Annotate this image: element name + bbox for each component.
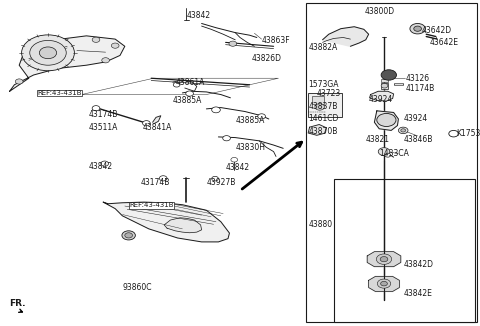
Polygon shape xyxy=(323,27,369,46)
Circle shape xyxy=(212,107,220,113)
Text: 43880: 43880 xyxy=(308,220,332,230)
Polygon shape xyxy=(374,111,398,130)
Text: 43842: 43842 xyxy=(226,163,250,172)
Text: 43861A: 43861A xyxy=(175,78,204,87)
Circle shape xyxy=(92,37,100,42)
Circle shape xyxy=(212,176,218,181)
Circle shape xyxy=(376,254,392,264)
Text: 43174B: 43174B xyxy=(89,110,118,119)
Text: 43174B: 43174B xyxy=(141,178,170,187)
Circle shape xyxy=(231,157,238,162)
Text: 43841A: 43841A xyxy=(143,123,172,132)
Text: 43870B: 43870B xyxy=(308,126,337,136)
Text: 43511A: 43511A xyxy=(89,123,118,132)
Text: 43126: 43126 xyxy=(406,74,430,83)
Text: FR.: FR. xyxy=(9,299,25,308)
Polygon shape xyxy=(308,125,326,135)
Polygon shape xyxy=(369,276,399,291)
Bar xyxy=(312,96,324,104)
Text: 43642D: 43642D xyxy=(421,26,452,36)
Bar xyxy=(394,83,403,85)
Text: 43821: 43821 xyxy=(366,135,390,144)
Circle shape xyxy=(381,281,387,286)
Bar xyxy=(308,93,342,117)
Polygon shape xyxy=(10,36,125,91)
Text: 41174B: 41174B xyxy=(406,83,435,93)
Text: 93860C: 93860C xyxy=(122,283,152,292)
Text: 43924: 43924 xyxy=(369,95,393,104)
Text: 43927B: 43927B xyxy=(206,178,236,187)
Text: 43842: 43842 xyxy=(186,11,210,20)
Circle shape xyxy=(92,106,100,111)
Polygon shape xyxy=(164,218,202,233)
Text: 43723: 43723 xyxy=(317,89,341,98)
Text: 43882A: 43882A xyxy=(308,43,337,52)
Circle shape xyxy=(186,91,193,96)
Circle shape xyxy=(398,127,408,134)
Circle shape xyxy=(159,176,167,181)
Circle shape xyxy=(223,136,230,141)
Text: 43846B: 43846B xyxy=(403,135,432,144)
Circle shape xyxy=(315,104,324,110)
Polygon shape xyxy=(367,252,401,267)
Circle shape xyxy=(258,114,265,119)
Circle shape xyxy=(125,233,132,238)
Text: REF:43-431B: REF:43-431B xyxy=(37,90,82,96)
Circle shape xyxy=(377,113,396,126)
Circle shape xyxy=(401,129,406,132)
Circle shape xyxy=(111,43,119,48)
Polygon shape xyxy=(153,116,161,124)
Circle shape xyxy=(377,279,391,288)
Bar xyxy=(381,83,388,89)
Circle shape xyxy=(102,58,109,63)
Text: 43842E: 43842E xyxy=(403,289,432,298)
Circle shape xyxy=(381,83,388,88)
Circle shape xyxy=(143,121,150,126)
Circle shape xyxy=(385,153,391,157)
Text: 43842: 43842 xyxy=(89,162,113,171)
Bar xyxy=(381,79,388,82)
Circle shape xyxy=(122,231,135,240)
Text: REF:43-431B: REF:43-431B xyxy=(130,202,174,208)
Text: 43826D: 43826D xyxy=(252,54,282,63)
Text: 43924: 43924 xyxy=(403,113,428,123)
Circle shape xyxy=(173,82,180,87)
Text: 43800D: 43800D xyxy=(365,7,395,16)
Text: 43863F: 43863F xyxy=(262,36,290,45)
Text: 43830H: 43830H xyxy=(235,143,265,152)
Circle shape xyxy=(30,40,66,65)
Circle shape xyxy=(229,41,237,46)
Circle shape xyxy=(380,257,388,262)
Text: K17530: K17530 xyxy=(456,129,480,138)
Circle shape xyxy=(449,130,458,137)
Circle shape xyxy=(22,35,74,71)
Circle shape xyxy=(414,26,421,31)
Polygon shape xyxy=(103,202,229,242)
Bar xyxy=(306,3,477,322)
Circle shape xyxy=(15,79,23,84)
Text: 43642E: 43642E xyxy=(430,38,459,47)
Text: 43885A: 43885A xyxy=(173,96,202,105)
Circle shape xyxy=(381,70,396,80)
Bar xyxy=(334,179,475,322)
Circle shape xyxy=(101,161,108,166)
Text: 43842D: 43842D xyxy=(403,259,433,269)
Text: 1461CD: 1461CD xyxy=(308,113,338,123)
Circle shape xyxy=(378,148,390,156)
Circle shape xyxy=(410,23,425,34)
Text: 43837B: 43837B xyxy=(308,102,337,111)
Text: 1433CA: 1433CA xyxy=(379,149,409,158)
Text: 43885A: 43885A xyxy=(235,116,264,125)
Text: 1573GA: 1573GA xyxy=(308,80,339,89)
Circle shape xyxy=(39,47,57,59)
Polygon shape xyxy=(370,91,394,101)
